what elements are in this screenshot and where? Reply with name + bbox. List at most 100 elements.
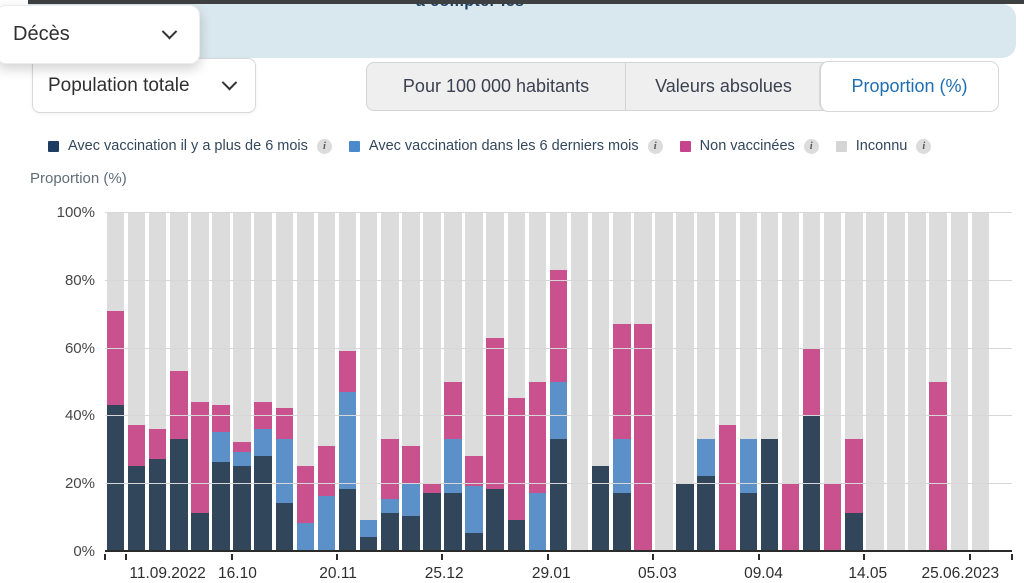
x-axis-tick bbox=[125, 554, 128, 560]
bar-week-07.05.2023[interactable] bbox=[845, 213, 863, 550]
bar-segment-unvaccinated bbox=[845, 438, 863, 513]
x-axis-tick-label: 29.01 bbox=[531, 565, 571, 582]
bar-segment-unknown bbox=[570, 213, 589, 550]
bar-week-19.02.2023[interactable] bbox=[613, 213, 631, 550]
bar-week-04.09.2022[interactable] bbox=[106, 213, 125, 550]
bar-week-12.03.2023[interactable] bbox=[676, 213, 694, 550]
bar-segment-vacc-over-6mo bbox=[359, 536, 378, 550]
bar-week-02.10.2022[interactable] bbox=[191, 213, 209, 550]
tab-per-100k[interactable]: Pour 100 000 habitants bbox=[402, 76, 590, 96]
bar-week-01.01.2023[interactable] bbox=[465, 213, 483, 550]
bar-week-18.12.2022[interactable] bbox=[423, 213, 441, 550]
gridline bbox=[105, 279, 1012, 281]
bar-segment-vacc-over-6mo bbox=[233, 465, 251, 550]
bar-week-25.09.2022[interactable] bbox=[170, 213, 188, 550]
bar-week-30.10.2022[interactable] bbox=[275, 213, 294, 550]
bar-week-11.12.2022[interactable] bbox=[402, 213, 420, 550]
info-icon[interactable]: i bbox=[647, 138, 663, 154]
x-axis-tick bbox=[441, 554, 444, 560]
bar-segment-vacc-over-6mo bbox=[402, 516, 420, 550]
bar-week-05.03.2023[interactable] bbox=[655, 213, 673, 550]
info-icon[interactable]: i bbox=[916, 138, 932, 154]
bar-segment-vacc-last-6mo bbox=[381, 499, 399, 513]
bar-week-22.01.2023[interactable] bbox=[528, 213, 547, 550]
bar-week-23.10.2022[interactable] bbox=[254, 213, 272, 550]
bar-week-13.11.2022[interactable] bbox=[317, 213, 336, 550]
bars-container bbox=[105, 213, 1012, 550]
bar-week-06.11.2022[interactable] bbox=[296, 213, 315, 550]
bar-segment-vacc-over-6mo bbox=[170, 438, 188, 550]
tab-proportion[interactable]: Proportion (%) bbox=[820, 62, 998, 111]
bar-week-30.04.2023[interactable] bbox=[823, 213, 842, 550]
gridline bbox=[105, 415, 1012, 417]
x-axis-tick bbox=[968, 554, 971, 560]
bar-week-26.02.2023[interactable] bbox=[634, 213, 652, 550]
bar-week-16.10.2022[interactable] bbox=[233, 213, 251, 550]
bar-segment-vacc-over-6mo bbox=[760, 438, 779, 550]
x-axis-tick-label: 25.12 bbox=[424, 565, 464, 582]
bar-segment-vacc-over-6mo bbox=[338, 489, 357, 550]
bar-segment-unvaccinated bbox=[296, 465, 315, 524]
population-dropdown[interactable]: Population totale bbox=[32, 58, 256, 113]
bar-segment-vacc-over-6mo bbox=[845, 512, 863, 550]
bar-segment-unvaccinated bbox=[634, 324, 652, 550]
indicator-dropdown[interactable]: Décès bbox=[0, 5, 200, 64]
bar-week-19.03.2023[interactable] bbox=[697, 213, 715, 550]
bar-segment-unknown bbox=[971, 213, 990, 550]
bar-week-28.05.2023[interactable] bbox=[908, 213, 926, 550]
chevron-down-icon bbox=[161, 23, 178, 40]
bar-week-20.11.2022[interactable] bbox=[338, 213, 357, 550]
bar-segment-vacc-over-6mo bbox=[802, 415, 821, 550]
bar-week-14.05.2023[interactable] bbox=[866, 213, 884, 550]
bar-week-25.12.2022[interactable] bbox=[444, 213, 462, 550]
bar-week-04.06.2023[interactable] bbox=[929, 213, 947, 550]
bar-segment-vacc-over-6mo bbox=[486, 489, 504, 550]
bar-segment-unvaccinated bbox=[486, 337, 504, 490]
bar-week-15.01.2023[interactable] bbox=[507, 213, 526, 550]
bar-segment-unvaccinated bbox=[106, 310, 125, 406]
legend-label: Inconnu bbox=[855, 138, 908, 154]
info-icon[interactable]: i bbox=[803, 138, 819, 154]
bar-week-05.02.2023[interactable] bbox=[570, 213, 589, 550]
bar-week-27.11.2022[interactable] bbox=[359, 213, 378, 550]
bar-week-11.06.2023[interactable] bbox=[950, 213, 969, 550]
bar-segment-unvaccinated bbox=[170, 371, 188, 439]
bar-week-23.04.2023[interactable] bbox=[802, 213, 821, 550]
tab-absolute-values[interactable]: Valeurs absolues bbox=[625, 63, 821, 110]
bar-week-08.01.2023[interactable] bbox=[486, 213, 504, 550]
info-icon[interactable]: i bbox=[316, 138, 332, 154]
bar-segment-vacc-last-6mo bbox=[359, 519, 378, 537]
stacked-bar-chart: 0% 20% 40% 60% 80% 100% 11.09.2022 16.10 20.11 25… bbox=[57, 204, 1013, 582]
bar-week-18.09.2022[interactable] bbox=[148, 213, 167, 550]
bar-week-29.01.2023[interactable] bbox=[549, 213, 568, 550]
bar-week-21.05.2023[interactable] bbox=[887, 213, 905, 550]
legend-swatch-icon bbox=[835, 140, 847, 152]
bar-segment-unvaccinated bbox=[338, 351, 357, 392]
bar-segment-unvaccinated bbox=[929, 381, 947, 550]
top-window-edge bbox=[28, 0, 1024, 4]
bar-week-09.10.2022[interactable] bbox=[212, 213, 230, 550]
bar-segment-unvaccinated bbox=[423, 482, 441, 493]
bar-segment-unknown bbox=[823, 213, 842, 550]
bar-week-09.04.2023[interactable] bbox=[760, 213, 779, 550]
legend-swatch-icon bbox=[48, 140, 59, 152]
bar-week-26.03.2023[interactable] bbox=[718, 213, 737, 550]
bar-segment-unvaccinated bbox=[549, 270, 568, 382]
bar-week-16.04.2023[interactable] bbox=[781, 213, 800, 550]
bar-segment-unvaccinated bbox=[191, 401, 209, 513]
x-axis-tick-label: 11.09.2022 bbox=[129, 565, 206, 582]
bar-segment-unknown bbox=[676, 213, 694, 550]
bar-week-25.06.2023[interactable] bbox=[993, 213, 1011, 550]
bar-week-04.12.2022[interactable] bbox=[381, 213, 399, 550]
bar-week-02.04.2023[interactable] bbox=[739, 213, 758, 550]
bar-week-11.09.2022[interactable] bbox=[127, 213, 146, 550]
bar-segment-unknown bbox=[655, 213, 673, 550]
bar-segment-vacc-over-6mo bbox=[127, 465, 146, 550]
bar-segment-vacc-last-6mo bbox=[317, 496, 336, 550]
x-axis-tick-label: 09.04 bbox=[744, 565, 783, 582]
bar-week-18.06.2023[interactable] bbox=[971, 213, 990, 550]
bar-segment-unvaccinated bbox=[127, 425, 146, 466]
bar-week-12.02.2023[interactable] bbox=[591, 213, 610, 550]
bar-segment-unvaccinated bbox=[802, 347, 821, 416]
